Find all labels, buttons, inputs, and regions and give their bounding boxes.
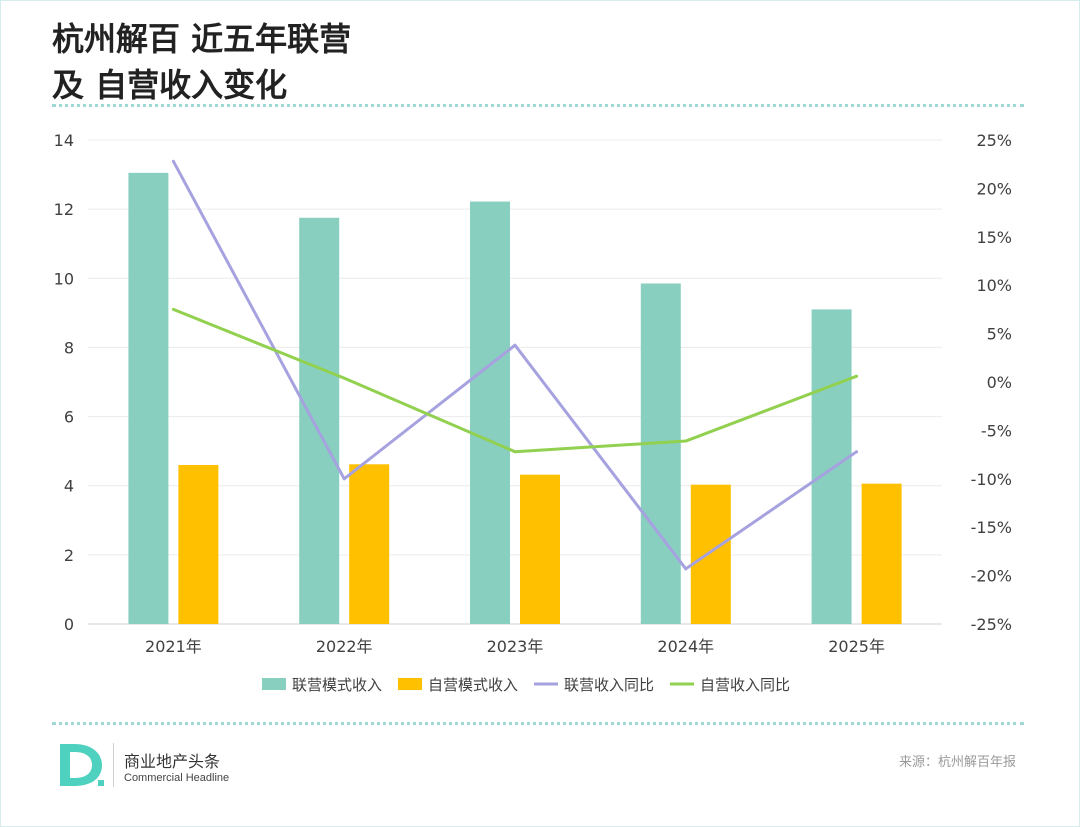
legend-label: 联营收入同比 [564,676,654,694]
y-tick-label: 8 [64,338,74,357]
x-axis-ticks: 2021年 2022年 2023年 2024年 2025年 [145,637,885,656]
bar-joint-revenue [299,217,340,624]
bar-self-revenue [690,484,731,624]
point-joint-yoy [342,477,346,481]
bar-self-revenue [349,464,390,624]
bar-self-revenue [520,474,560,624]
title-line-1: 杭州解百 近五年联营 [52,20,352,58]
x-tick-label: 2022年 [316,637,373,656]
y2-tick-label: 20% [976,179,1012,198]
y-tick-label: 14 [54,131,74,150]
y2-tick-label: 0% [987,373,1012,392]
top-divider [52,104,1024,107]
y2-tick-label: -15% [971,518,1012,537]
point-self-yoy [342,376,346,380]
left-axis-ticks: 0 2 4 6 8 10 12 14 [54,131,74,634]
y-tick-label: 6 [64,408,74,427]
point-joint-yoy [513,343,517,347]
y2-tick-label: -25% [971,615,1012,634]
bottom-divider [52,722,1024,725]
bar-joint-revenue [811,309,852,624]
y-tick-label: 4 [64,477,74,496]
x-tick-label: 2021年 [145,637,202,656]
legend-swatch [262,678,286,690]
y-tick-label: 2 [64,546,74,565]
footer-separator [113,743,114,787]
lines [171,159,859,571]
y2-tick-label: -20% [971,567,1012,586]
point-joint-yoy [684,567,688,571]
brand-logo-icon [60,744,104,786]
brand-name-en: Commercial Headline [124,772,230,784]
legend-label: 自营收入同比 [700,676,790,694]
y2-tick-label: 15% [976,228,1012,247]
title-line-2: 及 自营收入变化 [52,66,288,104]
bar-joint-revenue [128,172,169,624]
line-joint-yoy [172,160,858,571]
x-tick-label: 2025年 [828,637,885,656]
point-self-yoy [513,450,517,454]
legend-label: 联营模式收入 [292,676,382,694]
y2-tick-label: 10% [976,276,1012,295]
bar-self-revenue [178,464,219,624]
legend-swatch [398,678,422,690]
point-joint-yoy [171,159,175,163]
legend-label: 自营模式收入 [428,676,518,694]
y2-tick-label: -10% [971,470,1012,489]
bar-joint-revenue [640,283,681,624]
y2-tick-label: 5% [987,325,1012,344]
bar-joint-revenue [470,201,510,624]
y-tick-label: 0 [64,615,74,634]
point-self-yoy [684,439,688,443]
bars [128,172,902,624]
point-joint-yoy [855,450,859,454]
right-axis-ticks: -25% -20% -15% -10% -5% 0% 5% 10% 15% 20% 25% [971,131,1012,634]
bar-self-revenue [861,483,902,624]
brand-name-cn: 商业地产头条 [124,752,221,771]
line-self-yoy [172,308,858,454]
y-tick-label: 12 [54,200,74,219]
y2-tick-label: 25% [976,131,1012,150]
legend: 联营模式收入 自营模式收入 联营收入同比 自营收入同比 [262,676,790,694]
y2-tick-label: -5% [981,421,1012,440]
x-tick-label: 2024年 [657,637,714,656]
point-self-yoy [855,374,859,378]
chart-title: 杭州解百 近五年联营 及 自营收入变化 [52,16,351,108]
chart-area: 0 2 4 6 8 10 12 14 -25% -20% -15% -10% -5% 0% 5% 10% 15… [54,131,1012,694]
point-self-yoy [171,307,175,311]
source-note: 来源：杭州解百年报 [898,755,1016,770]
x-tick-label: 2023年 [487,637,544,656]
y-tick-label: 10 [54,269,74,288]
